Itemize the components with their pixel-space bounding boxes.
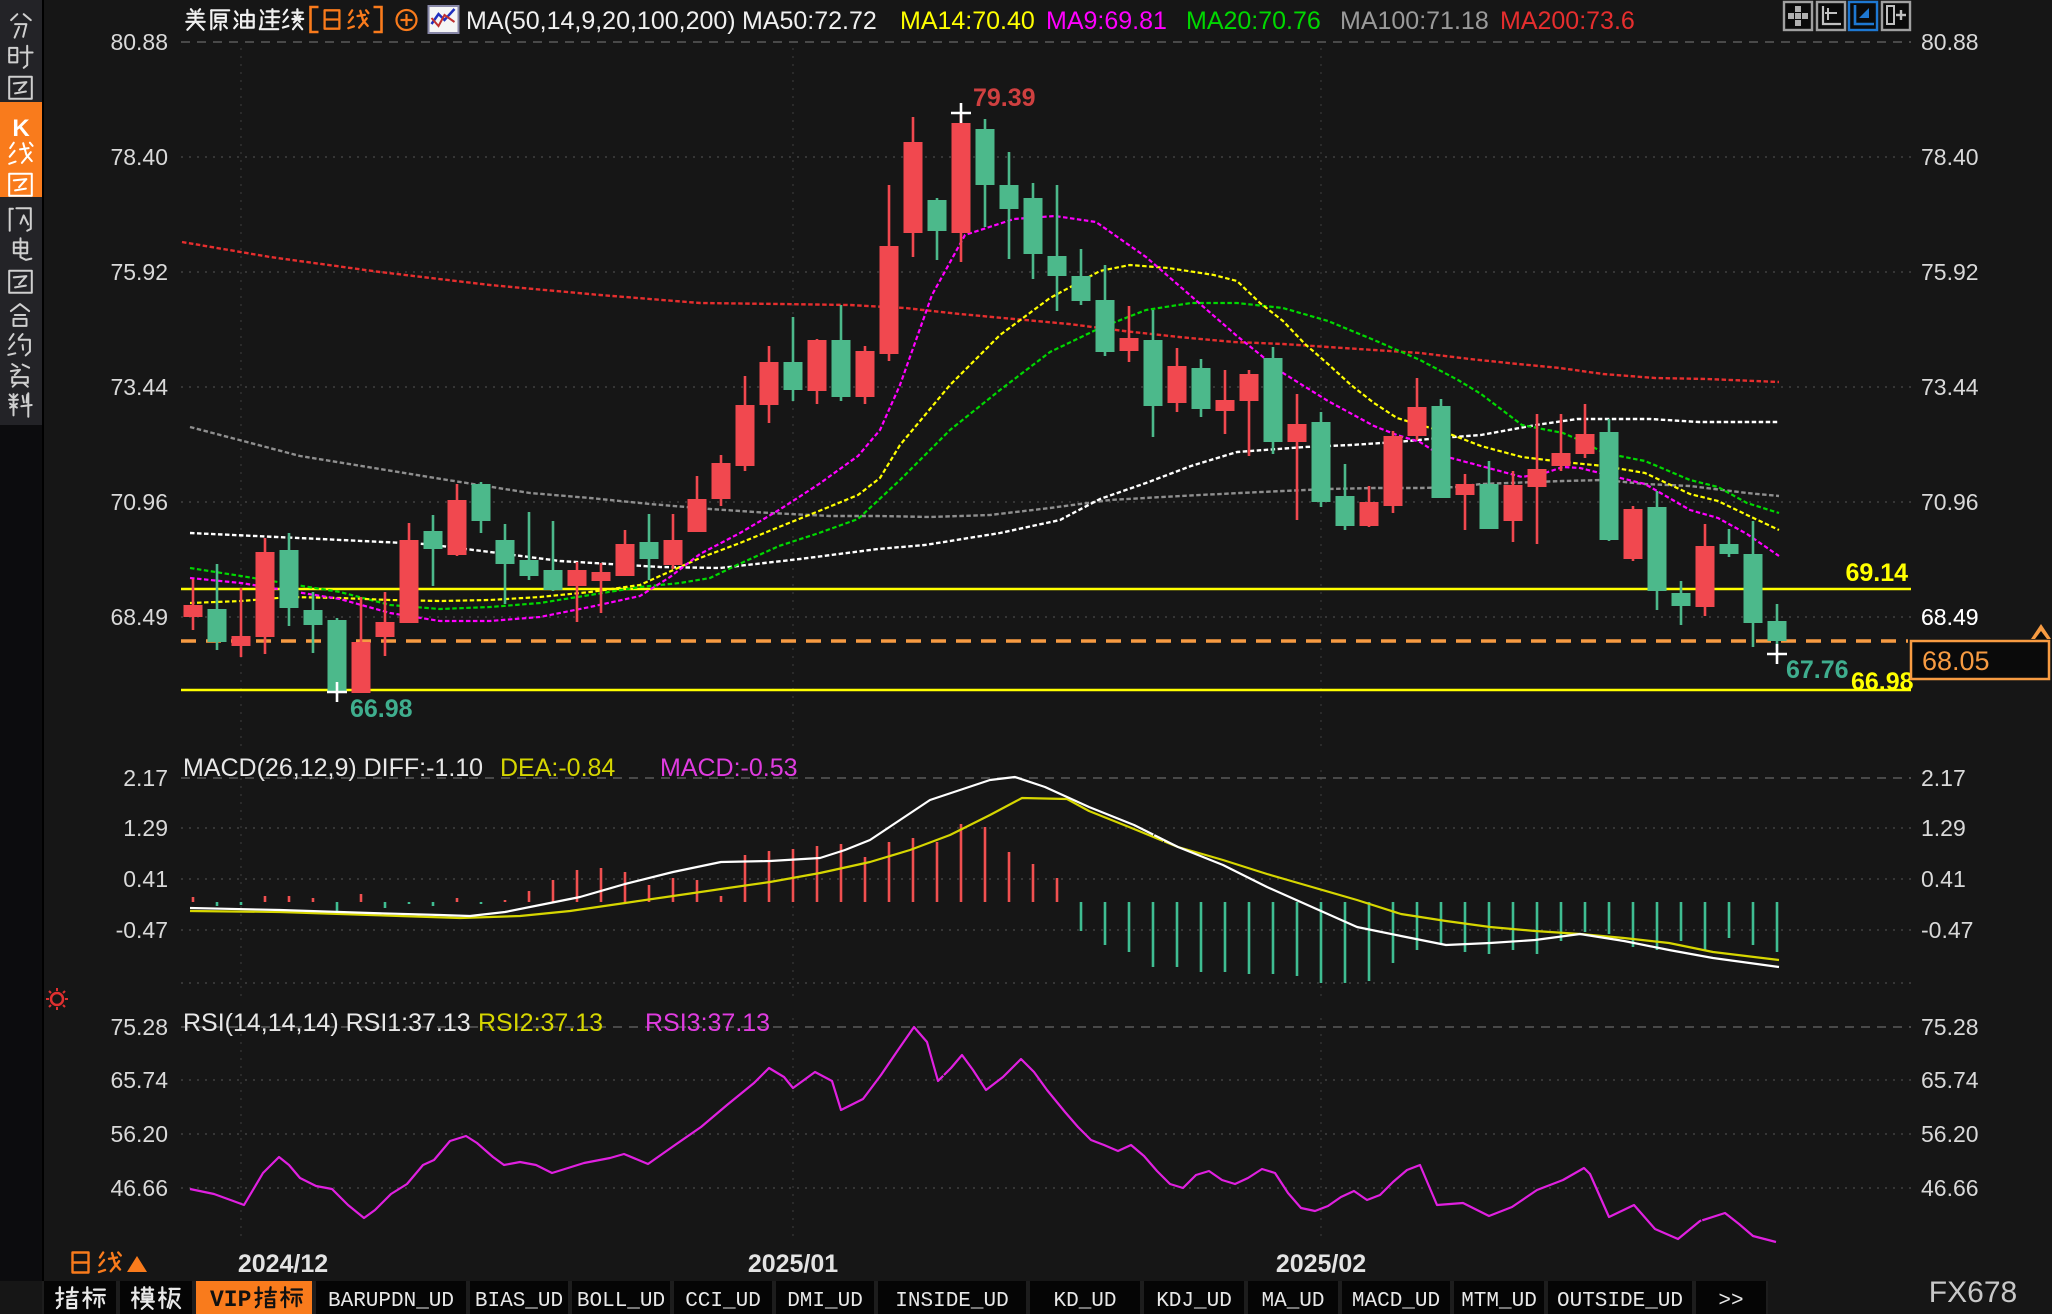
svg-text:MA100:71.18: MA100:71.18	[1340, 7, 1489, 35]
svg-text:RSI3:37.13: RSI3:37.13	[645, 1009, 770, 1037]
svg-text:75.92: 75.92	[110, 259, 168, 285]
svg-text:BIAS_UD: BIAS_UD	[475, 1290, 563, 1313]
svg-text:78.40: 78.40	[1921, 144, 1979, 170]
svg-text:MACD_UD: MACD_UD	[1352, 1290, 1440, 1313]
svg-text:69.14: 69.14	[1845, 559, 1908, 587]
svg-text:MACD(26,12,9) DIFF:-1.10: MACD(26,12,9) DIFF:-1.10	[183, 754, 483, 782]
svg-text:46.66: 46.66	[110, 1175, 168, 1201]
svg-text:78.40: 78.40	[110, 144, 168, 170]
svg-text:0.41: 0.41	[123, 866, 168, 892]
svg-text:65.74: 65.74	[1921, 1067, 1979, 1093]
svg-text:1.29: 1.29	[1921, 815, 1966, 841]
svg-text:73.44: 73.44	[110, 374, 168, 400]
svg-text:MA200:73.6: MA200:73.6	[1500, 7, 1635, 35]
svg-text:MA20:70.76: MA20:70.76	[1186, 7, 1321, 35]
svg-text:-0.47: -0.47	[116, 917, 168, 943]
svg-text:70.96: 70.96	[110, 489, 168, 515]
svg-text:70.96: 70.96	[1921, 489, 1979, 515]
svg-text:-0.47: -0.47	[1921, 917, 1973, 943]
svg-text:INSIDE_UD: INSIDE_UD	[895, 1290, 1008, 1313]
svg-text:2.17: 2.17	[1921, 765, 1966, 791]
svg-text:BOLL_UD: BOLL_UD	[577, 1290, 665, 1313]
svg-text:0.41: 0.41	[1921, 866, 1966, 892]
svg-text:MACD:-0.53: MACD:-0.53	[660, 754, 798, 782]
svg-text:65.74: 65.74	[110, 1067, 168, 1093]
svg-text:68.49: 68.49	[1921, 604, 1979, 630]
svg-text:OUTSIDE_UD: OUTSIDE_UD	[1557, 1290, 1683, 1313]
svg-text:MA(50,14,9,20,100,200): MA(50,14,9,20,100,200)	[466, 7, 736, 35]
svg-text:80.88: 80.88	[110, 29, 168, 55]
svg-text:66.98: 66.98	[350, 695, 413, 723]
svg-text:68.49: 68.49	[1921, 604, 1979, 630]
svg-text:75.28: 75.28	[110, 1014, 168, 1040]
svg-text:KD_UD: KD_UD	[1053, 1290, 1116, 1313]
svg-text:MA9:69.81: MA9:69.81	[1046, 7, 1167, 35]
svg-text:2025/02: 2025/02	[1276, 1250, 1366, 1278]
svg-text:FX678: FX678	[1929, 1276, 2017, 1309]
svg-text:DEA:-0.84: DEA:-0.84	[500, 754, 615, 782]
svg-text:MA14:70.40: MA14:70.40	[900, 7, 1035, 35]
svg-text:K: K	[12, 115, 30, 142]
svg-text:DMI_UD: DMI_UD	[787, 1290, 863, 1313]
svg-text:>>: >>	[1718, 1290, 1743, 1313]
svg-text:68.05: 68.05	[1922, 646, 1990, 676]
svg-text:RSI2:37.13: RSI2:37.13	[478, 1009, 603, 1037]
svg-text:MTM_UD: MTM_UD	[1461, 1290, 1537, 1313]
svg-text:67.76: 67.76	[1786, 656, 1849, 684]
svg-text:BARUPDN_UD: BARUPDN_UD	[328, 1290, 454, 1313]
svg-text:80.88: 80.88	[1921, 29, 1979, 55]
svg-text:75.92: 75.92	[1921, 259, 1979, 285]
svg-text:2.17: 2.17	[123, 765, 168, 791]
svg-text:RSI(14,14,14) RSI1:37.13: RSI(14,14,14) RSI1:37.13	[183, 1009, 471, 1037]
svg-text:66.98: 66.98	[1851, 668, 1914, 696]
svg-text:CCI_UD: CCI_UD	[685, 1290, 761, 1313]
svg-text:68.49: 68.49	[110, 604, 168, 630]
svg-text:2025/01: 2025/01	[748, 1250, 838, 1278]
svg-text:VIP: VIP	[210, 1287, 251, 1313]
svg-text:56.20: 56.20	[110, 1121, 168, 1147]
svg-text:2024/12: 2024/12	[238, 1250, 328, 1278]
svg-text:MA50:72.72: MA50:72.72	[742, 7, 877, 35]
svg-text:KDJ_UD: KDJ_UD	[1156, 1290, 1232, 1313]
svg-text:73.44: 73.44	[1921, 374, 1979, 400]
svg-text:46.66: 46.66	[1921, 1175, 1979, 1201]
svg-text:75.28: 75.28	[1921, 1014, 1979, 1040]
svg-text:MA_UD: MA_UD	[1261, 1290, 1324, 1313]
svg-text:1.29: 1.29	[123, 815, 168, 841]
svg-text:56.20: 56.20	[1921, 1121, 1979, 1147]
svg-text:79.39: 79.39	[973, 84, 1036, 112]
